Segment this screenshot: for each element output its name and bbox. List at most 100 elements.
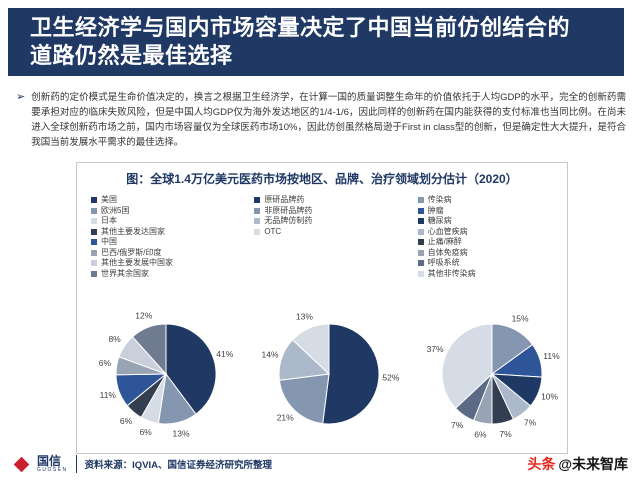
legend-item: 无品牌仿制药: [254, 216, 403, 227]
legend-item: 传染病: [417, 195, 567, 206]
slide-title-line2: 道路仍然是最佳选择: [30, 43, 233, 68]
legend-label: 非原研品牌药: [264, 205, 313, 215]
legend-swatch: [254, 197, 261, 204]
pie-chart-therapy: 15% 11% 10% 7% 7% 6% 7% 37%: [412, 296, 572, 451]
footer-divider: [75, 455, 77, 473]
watermark: 头条 @未来智库: [527, 454, 628, 474]
legend-label: 巴西/俄罗斯/印度: [101, 247, 162, 257]
pie-label: 7%: [500, 429, 513, 439]
legend-label: 糖尿病: [427, 216, 452, 225]
figure-panel: 图：全球1.4万亿美元医药市场按地区、品牌、治疗领域划分估计（2020） 美国欧…: [76, 162, 568, 454]
legend-swatch: [417, 218, 424, 225]
legend-swatch: [91, 239, 97, 246]
legend-brand: 原研品牌药 非原研品牌药 无品牌仿制药 OTC: [254, 195, 403, 237]
legend-item: 自体免疫病: [417, 247, 567, 259]
legend-item: OTC: [254, 227, 403, 238]
pie-slice: [131, 323, 167, 376]
intro-paragraph: 创新药的定价模式是生命价值决定的，换言之根据卫生经济学，在计算一国的质量调整生命…: [31, 92, 626, 148]
legend-label: 传染病: [427, 195, 452, 204]
legend-item: 非原研品牌药: [254, 206, 403, 217]
toutiao-logo: 头条: [527, 456, 556, 472]
pie-label: 10%: [541, 391, 558, 401]
legend-swatch: [254, 207, 261, 214]
legend-item: 欧洲5国: [91, 206, 240, 217]
legend-swatch: [91, 218, 97, 225]
pie-label: 8%: [108, 334, 121, 344]
pie-label: 12%: [135, 311, 152, 321]
guosen-logo-icon: [13, 456, 30, 472]
pie-slice: [291, 323, 330, 376]
legend-region: 美国 欧洲5国 日本 其他主要发达国家 中国 巴西/俄罗斯/印度 其他主要发展中国家 世界其余…: [91, 195, 240, 279]
guosen-logo-cn: 国信: [37, 453, 62, 468]
pie-chart-svg: 41% 13% 6% 6% 11% 6% 8% 12%: [98, 311, 233, 439]
slide-title-bar: 卫生经济学与国内市场容量决定了中国当前仿创结合的 道路仍然是最佳选择: [8, 8, 624, 76]
pie-slice: [322, 323, 380, 425]
legend-swatch: [254, 218, 261, 225]
legend-label: 日本: [101, 216, 117, 225]
legend-label: 其他主要发展中国家: [101, 258, 173, 267]
pie-column-therapy: 传染病 肿瘤 糖尿病 心血管疾病 止痛/麻醉 自体免疫病 呼吸系统其他非传染病 15% 11%…: [404, 193, 567, 453]
legend-label: 心血管疾病: [427, 226, 468, 236]
legend-swatch: [417, 260, 424, 267]
legend-item: 其他非传染病: [417, 269, 567, 280]
watermark-handle: @未来智库: [558, 456, 628, 472]
legend-swatch: [91, 207, 97, 214]
pie-label: 13%: [172, 429, 189, 439]
pie-label: 37%: [427, 344, 444, 354]
legend-item: 止痛/麻醉: [417, 237, 567, 248]
legend-label: 无品牌仿制药: [264, 216, 313, 225]
legend-label: 世界其余国家: [101, 268, 149, 278]
legend-swatch: [91, 228, 97, 235]
legend-item: 其他主要发达国家: [91, 227, 240, 238]
legend-item: 巴西/俄罗斯/印度: [91, 248, 240, 259]
legend-item: 美国: [91, 195, 240, 206]
legend-item: 中国: [91, 237, 240, 248]
legend-label: 美国: [101, 195, 117, 204]
legend-item: 日本: [91, 216, 240, 227]
guosen-logo-en: GUOSEN: [37, 466, 68, 473]
pie-label: 52%: [382, 372, 399, 382]
guosen-logo-texts: 国信 GUOSEN: [37, 455, 68, 474]
pie-slice: [278, 373, 330, 425]
pie-label: 6%: [475, 429, 488, 439]
legend-swatch: [417, 207, 424, 214]
pie-chart-svg: 52% 21% 14% 13%: [261, 312, 400, 425]
intro-row: ➢ 创新药的定价模式是生命价值决定的，换言之根据卫生经济学，在计算一国的质量调整…: [16, 90, 626, 150]
legend-item: 糖尿病: [417, 216, 567, 227]
legend-item: 肿瘤: [417, 205, 567, 217]
legend-label: 原研品牌药: [264, 195, 305, 204]
legend-label: 欧洲5国: [101, 205, 130, 215]
legend-swatch: [417, 228, 424, 235]
pie-label: 11%: [544, 351, 561, 361]
pie-column-region: 美国 欧洲5国 日本 其他主要发达国家 中国 巴西/俄罗斯/印度 其他主要发展中国家 世界其余…: [77, 193, 240, 453]
pie-label: 7%: [451, 420, 464, 430]
pie-label: 21%: [277, 412, 294, 422]
legend-label: 呼吸系统: [427, 258, 460, 267]
pie-label: 15%: [512, 313, 529, 323]
pie-label: 7%: [524, 418, 537, 428]
legend-label: 自体免疫病: [427, 247, 468, 257]
pie-chart-brand: 52% 21% 14% 13%: [249, 296, 409, 451]
legend-item: 其他主要发展中国家: [91, 258, 240, 269]
legend-label: OTC: [264, 226, 282, 236]
pie-chart-region: 41% 13% 6% 6% 11% 6% 8% 12%: [86, 296, 246, 451]
legend-therapy: 传染病 肿瘤 糖尿病 心血管疾病 止痛/麻醉 自体免疫病 呼吸系统其他非传染病: [417, 195, 567, 280]
pie-chart-svg: 15% 11% 10% 7% 7% 6% 7% 37%: [427, 313, 561, 439]
guosen-logo: 国信 GUOSEN: [12, 455, 68, 474]
legend-label: 其他主要发达国家: [101, 226, 165, 236]
pie-slice: [165, 323, 217, 415]
pie-charts-row: 美国 欧洲5国 日本 其他主要发达国家 中国 巴西/俄罗斯/印度 其他主要发展中国家 世界其余…: [77, 190, 567, 453]
pie-label: 11%: [99, 390, 116, 400]
pie-slice: [441, 323, 493, 409]
legend-swatch: [417, 270, 424, 277]
legend-item: 世界其余国家: [91, 269, 240, 280]
legend-swatch: [417, 249, 424, 256]
legend-label: 肿瘤: [427, 205, 444, 215]
pie-label: 13%: [296, 312, 313, 322]
slide-title-line1: 卫生经济学与国内市场容量决定了中国当前仿创结合的: [30, 15, 571, 40]
legend-item: 心血管疾病: [417, 226, 567, 238]
pie-label: 14%: [261, 349, 278, 359]
footer-bar: 国信 GUOSEN 资料来源：IQVIA、国信证券经济研究所整理 头条 @未来智…: [12, 452, 628, 476]
figure-title: 图：全球1.4万亿美元医药市场按地区、品牌、治疗领域划分估计（2020）: [126, 172, 518, 186]
legend-swatch: [91, 249, 97, 256]
